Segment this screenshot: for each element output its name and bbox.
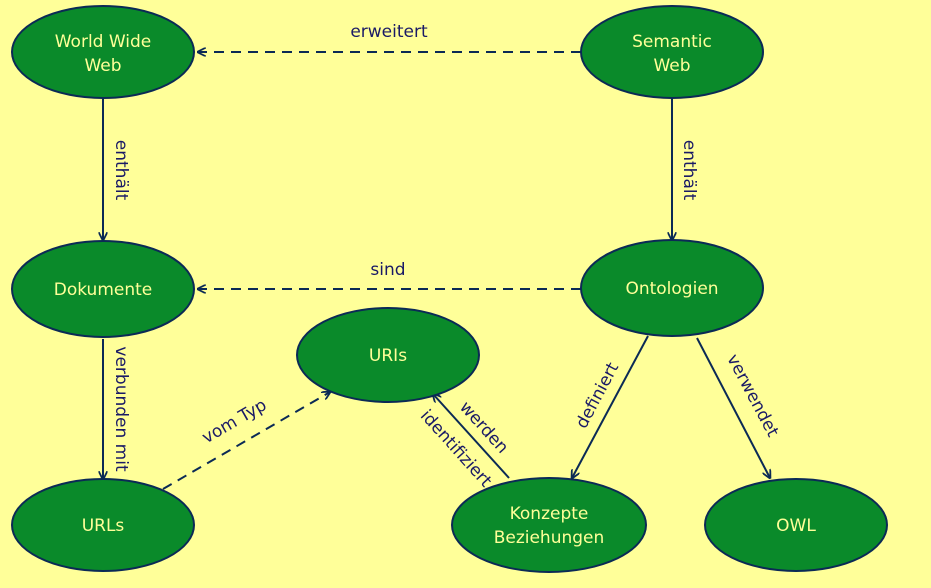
node-ontologien: Ontologien bbox=[580, 239, 764, 337]
node-semantic-web-line2: Web bbox=[653, 56, 690, 76]
node-dokumente-label: Dokumente bbox=[54, 280, 153, 300]
label-sind: sind bbox=[370, 260, 405, 280]
node-semantic-web-line1: Semantic bbox=[632, 32, 712, 52]
node-semantic-web: Semantic Web bbox=[580, 5, 764, 99]
label-vom-typ: vom Typ bbox=[199, 395, 271, 448]
label-verbunden-mit: verbunden mit bbox=[111, 346, 131, 472]
label-verwendet: verwendet bbox=[722, 351, 782, 441]
node-konzepte-line2: Beziehungen bbox=[494, 528, 605, 548]
node-urls-label: URLs bbox=[82, 516, 125, 536]
edge-definiert bbox=[572, 335, 649, 478]
label-enthaelt-right: enthält bbox=[679, 140, 699, 201]
node-ontologien-label: Ontologien bbox=[625, 279, 718, 299]
node-owl: OWL bbox=[704, 478, 888, 572]
edge-vom-typ bbox=[162, 392, 330, 490]
node-urls: URLs bbox=[11, 478, 195, 572]
node-world-wide-web-line1: World Wide bbox=[55, 32, 152, 52]
node-konzepte-beziehungen: Konzepte Beziehungen bbox=[451, 477, 647, 573]
node-owl-label: OWL bbox=[776, 516, 816, 536]
label-enthaelt-left: enthält bbox=[111, 140, 131, 201]
label-erweitert: erweitert bbox=[350, 22, 428, 42]
node-dokumente: Dokumente bbox=[11, 240, 195, 338]
node-uris: URIs bbox=[296, 307, 480, 403]
node-world-wide-web-line2: Web bbox=[84, 56, 121, 76]
node-uris-label: URIs bbox=[369, 346, 407, 366]
node-world-wide-web: World Wide Web bbox=[11, 5, 195, 99]
edge-verwendet bbox=[696, 337, 770, 478]
edge-identifiziert bbox=[433, 394, 510, 479]
node-konzepte-line1: Konzepte bbox=[510, 504, 589, 524]
